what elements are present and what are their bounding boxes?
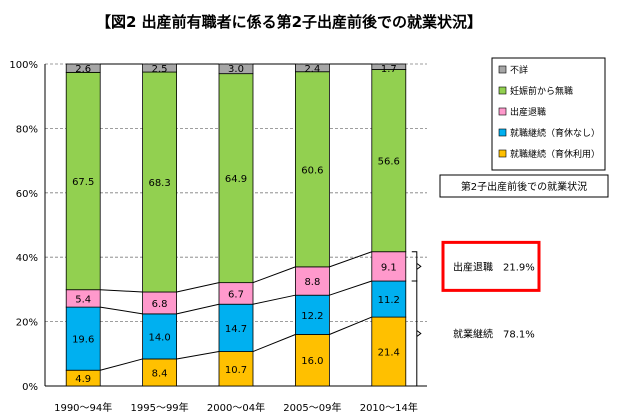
connector-line	[252, 266, 296, 284]
legend-swatch	[498, 65, 507, 74]
connector-line	[329, 316, 372, 335]
y-tick-label: 100%	[9, 60, 38, 71]
connector-line	[176, 282, 220, 293]
legend-label: 不詳	[510, 64, 528, 76]
data-label: 4.9	[75, 374, 91, 385]
x-tick-label: 1995～99年	[131, 401, 189, 414]
x-tick-label: 2005～09年	[283, 401, 341, 414]
bar-segment	[371, 63, 407, 70]
data-label: 60.6	[301, 165, 323, 176]
legend-label: 出産退職	[510, 106, 546, 118]
bar-segment	[65, 63, 101, 73]
annotation-label: 出産退職	[453, 260, 493, 273]
segment-labels: 4.9 19.6 5.4 67.5 2.6 8.4 14.0 6.8 68.3 2.5 10.7 14…	[72, 64, 400, 385]
annotation-value: 78.1%	[503, 330, 535, 341]
bar-segment	[294, 71, 330, 268]
connector-line	[100, 358, 143, 371]
legend-label: 妊娠前から無職	[510, 85, 573, 97]
brace	[411, 280, 422, 387]
data-label: 3.0	[228, 64, 244, 75]
bar-segment	[371, 280, 407, 318]
bar-segment	[294, 63, 330, 73]
data-label: 8.4	[152, 368, 168, 379]
bar-segment	[142, 313, 178, 360]
bar-segment	[65, 306, 101, 371]
y-tick-label: 20%	[16, 318, 38, 329]
x-tick-label: 1990～94年	[54, 401, 112, 414]
bar-segment	[218, 351, 254, 387]
connector-line	[329, 251, 372, 268]
x-tick-label: 2000～04年	[207, 401, 265, 414]
bar-segment	[294, 334, 330, 387]
side-box: 第2子出産前後での就業状況	[439, 174, 609, 198]
y-axis: 0% 20% 40% 60% 80% 100%	[9, 60, 46, 393]
data-label: 11.2	[378, 295, 400, 306]
data-label: 14.0	[148, 332, 170, 343]
data-label: 2.6	[75, 64, 91, 75]
data-label: 8.8	[304, 277, 320, 288]
data-label: 12.2	[301, 311, 323, 322]
highlight-box	[441, 240, 541, 292]
data-label: 9.1	[381, 262, 397, 273]
data-label: 56.6	[378, 157, 400, 168]
x-tick-label: 2010～14年	[360, 401, 418, 414]
bar-segment	[371, 69, 407, 253]
legend-label: 就職継続（育休なし）	[510, 127, 600, 139]
bar-segment	[218, 63, 254, 75]
bars	[65, 63, 407, 387]
annotation-label: 就業継続	[453, 328, 493, 341]
legend-swatch	[498, 128, 507, 137]
connector-line	[252, 334, 296, 353]
legend-swatch	[498, 149, 507, 158]
bar-segment	[218, 73, 254, 284]
data-label: 67.5	[72, 177, 94, 188]
data-label: 2.5	[152, 64, 168, 75]
chart-title: 【図2 出産前有職者に係る第2子出産前後での就業状況】	[96, 13, 482, 31]
legend-swatch	[498, 86, 507, 95]
connector-line	[100, 289, 143, 293]
data-label: 68.3	[148, 178, 170, 189]
legend-box	[491, 57, 606, 171]
data-label: 1.7	[381, 64, 397, 75]
bar-segment	[294, 266, 330, 296]
y-tick-label: 80%	[16, 124, 38, 135]
data-label: 6.7	[228, 289, 244, 300]
bar-segment	[142, 71, 178, 293]
data-label: 14.7	[225, 324, 247, 335]
data-label: 6.8	[152, 299, 168, 310]
legend-label: 就職継続（育休利用）	[510, 148, 600, 160]
connector-lines	[100, 63, 372, 371]
bar-segment	[65, 71, 101, 291]
data-label: 21.4	[378, 348, 400, 359]
bar-segment	[142, 63, 178, 73]
connector-line	[252, 294, 296, 305]
data-label: 2.4	[304, 64, 320, 75]
bar-segment	[142, 358, 178, 387]
legend-swatch	[498, 107, 507, 116]
data-label: 10.7	[225, 365, 247, 376]
annotation-value: 21.9%	[503, 262, 535, 273]
bar-segment	[294, 294, 330, 335]
data-label: 64.9	[225, 174, 247, 185]
bar-segment	[371, 251, 407, 282]
data-label: 5.4	[75, 294, 91, 305]
connector-line	[176, 303, 220, 315]
x-axis: 1990～94年 1995～99年 2000～04年 2005～09年 2010～14年	[45, 385, 427, 414]
bar-segment	[371, 316, 407, 387]
data-label: 19.6	[72, 335, 94, 346]
connector-line	[176, 351, 220, 360]
side-box-frame	[439, 174, 609, 198]
annotations: 出産退職 21.9% 就業継続 78.1%	[411, 240, 541, 387]
side-box-label: 第2子出産前後での就業状況	[461, 180, 587, 193]
data-label: 16.0	[301, 356, 323, 367]
y-tick-label: 60%	[16, 189, 38, 200]
y-tick-label: 0%	[22, 382, 38, 393]
brace	[411, 251, 422, 282]
connector-line	[329, 280, 372, 296]
y-tick-label: 40%	[16, 253, 38, 264]
connector-line	[100, 306, 143, 315]
